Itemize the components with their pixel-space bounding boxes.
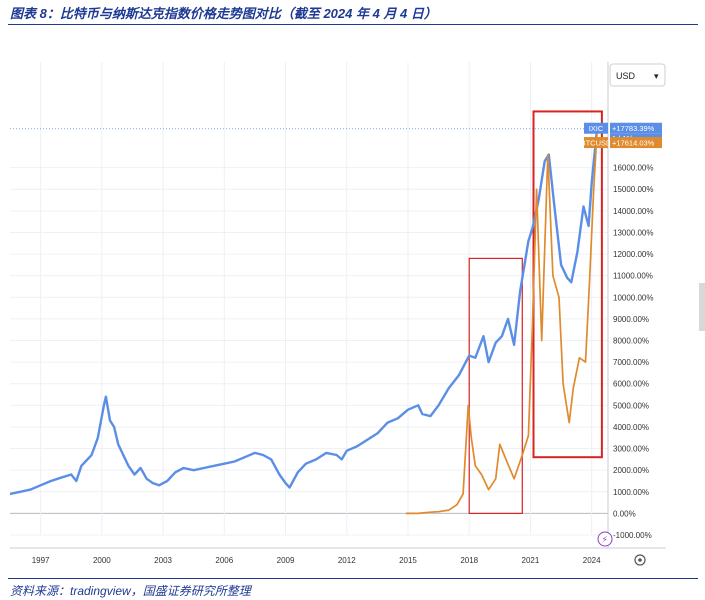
y-tick-label: 9000.00%: [613, 315, 649, 324]
axes: -1000.00% 0.00% 1000.00% 2000.00% 3000.00% 40…: [10, 62, 666, 565]
x-tick-label: 2018: [460, 556, 478, 565]
unit-selector-box[interactable]: [609, 63, 666, 87]
x-tick-label: 2015: [399, 556, 417, 565]
chevron-down-icon[interactable]: ▾: [654, 71, 659, 81]
lightning-glyph: ⚡: [602, 536, 608, 546]
y-tick-label: 4000.00%: [613, 423, 649, 432]
lightning-icon[interactable]: [597, 531, 613, 547]
series-line-ixic: [9, 128, 599, 496]
y-tick-label: 15000.00%: [613, 185, 653, 194]
series-lines: [9, 128, 599, 515]
y-tick-label: 7000.00%: [613, 358, 649, 367]
lightning-button[interactable]: ⚡: [597, 531, 613, 547]
y-tick-label: 13000.00%: [613, 228, 653, 237]
price-value-badge: [610, 122, 662, 134]
highlight-box: [468, 257, 523, 514]
figure-source: 资料来源：tradingview，国盛证券研究所整理: [10, 584, 251, 598]
y-tick-label: -1000.00%: [613, 531, 652, 540]
source-rule: [8, 578, 698, 579]
y-tick-label: 0.00%: [613, 509, 636, 518]
grid: [10, 62, 608, 536]
price-labels: IXIC+17783.39%1d 11hBTCUSD+17614.03%: [10, 122, 662, 149]
gear-icon[interactable]: [634, 554, 646, 566]
y-tick-label: 11000.00%: [613, 272, 653, 281]
figure-title: 图表 8：比特币与纳斯达克指数价格走势图对比（截至 2024 年 4 月 4 日…: [10, 6, 437, 21]
y-tick-label: 10000.00%: [613, 293, 653, 302]
y-tick-label: 14000.00%: [613, 207, 653, 216]
y-tick-label: 5000.00%: [613, 401, 649, 410]
price-value-label: +17783.39%: [612, 124, 655, 133]
unit-selector-label[interactable]: USD: [616, 71, 636, 81]
settings-button[interactable]: [634, 554, 646, 566]
unit-selector[interactable]: USD ▾: [609, 63, 666, 87]
highlight-boxes: [468, 110, 603, 514]
title-rule: [8, 24, 698, 25]
y-tick-label: 8000.00%: [613, 337, 649, 346]
y-tick-label: 6000.00%: [613, 380, 649, 389]
x-tick-label: 2003: [154, 556, 172, 565]
series-line-btcusd: [405, 133, 598, 515]
series-name-label: IXIC: [589, 124, 604, 133]
gear-icon-center: [638, 558, 642, 562]
x-tick-label: 2024: [583, 556, 601, 565]
x-tick-label: 2006: [215, 556, 233, 565]
side-handle[interactable]: [699, 283, 705, 331]
panel-toggle-handle[interactable]: [699, 283, 705, 331]
y-tick-label: 3000.00%: [613, 445, 649, 454]
x-tick-label: 2021: [522, 556, 540, 565]
y-tick-label: 16000.00%: [613, 164, 653, 173]
chart-area[interactable]: -1000.00% 0.00% 1000.00% 2000.00% 3000.00% 40…: [0, 30, 705, 575]
x-tick-label: 1997: [32, 556, 50, 565]
y-tick-label: 12000.00%: [613, 250, 653, 259]
x-tick-label: 2012: [338, 556, 356, 565]
x-tick-label: 2000: [93, 556, 111, 565]
series-name-label: BTCUSD: [581, 139, 612, 148]
price-value-badge: [610, 137, 662, 149]
y-tick-label: 2000.00%: [613, 466, 649, 475]
x-tick-label: 2009: [277, 556, 295, 565]
y-tick-label: 1000.00%: [613, 488, 649, 497]
series-name-badge: [584, 137, 608, 149]
price-value-label: +17614.03%: [612, 139, 655, 148]
series-name-badge: [584, 122, 608, 134]
